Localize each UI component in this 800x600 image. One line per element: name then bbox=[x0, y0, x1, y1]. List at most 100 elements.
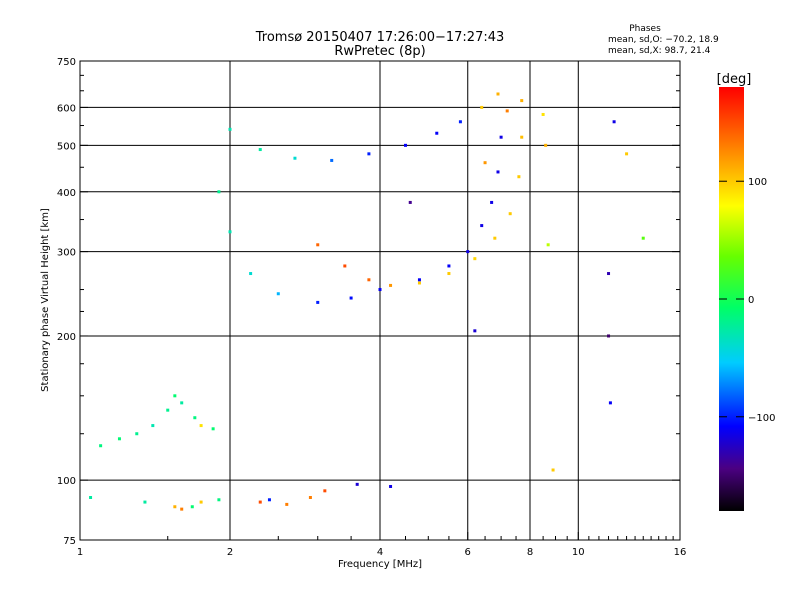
echo-point bbox=[258, 500, 262, 504]
echo-point bbox=[466, 250, 470, 254]
x-tick-label: 1 bbox=[77, 547, 83, 558]
echo-point bbox=[544, 143, 548, 147]
echo-point bbox=[541, 112, 545, 116]
stats-x-line: mean, sd,X: 98.7, 21.4 bbox=[608, 46, 711, 56]
echo-point bbox=[625, 152, 629, 156]
echo-point bbox=[473, 257, 477, 261]
colorbar-ticks: 100 0 −100 bbox=[719, 177, 775, 424]
echo-point bbox=[285, 502, 289, 506]
echo-point bbox=[316, 300, 320, 304]
echo-point bbox=[608, 401, 612, 405]
y-tick-label: 100 bbox=[57, 476, 76, 487]
echo-point bbox=[607, 272, 611, 276]
y-axis-label: Stationary phase Virtual Height [km] bbox=[40, 208, 51, 392]
echo-point bbox=[447, 272, 451, 276]
echo-point bbox=[458, 120, 462, 124]
echo-point bbox=[135, 432, 139, 436]
echo-point bbox=[480, 105, 484, 109]
x-tick-label: 4 bbox=[377, 547, 383, 558]
echo-point bbox=[520, 135, 524, 139]
echo-point bbox=[483, 161, 487, 165]
y-tick-label: 200 bbox=[57, 332, 76, 343]
echo-point bbox=[323, 489, 327, 493]
echo-point bbox=[199, 424, 203, 428]
echo-point bbox=[99, 444, 103, 448]
x-tick-label: 10 bbox=[572, 547, 585, 558]
echo-point bbox=[546, 243, 550, 247]
echo-point bbox=[417, 281, 421, 285]
echo-point bbox=[641, 236, 645, 240]
echo-point bbox=[447, 264, 451, 268]
echo-point bbox=[117, 437, 121, 441]
echo-point bbox=[408, 200, 412, 204]
echo-point bbox=[343, 264, 347, 268]
stats-heading: Phases bbox=[629, 24, 661, 34]
x-tick-label: 2 bbox=[227, 547, 233, 558]
y-tick-label: 75 bbox=[63, 536, 76, 547]
echo-point bbox=[293, 156, 297, 160]
x-tick-label: 16 bbox=[674, 547, 687, 558]
y-tick-label: 750 bbox=[57, 57, 76, 68]
echo-point bbox=[228, 127, 232, 131]
echo-point bbox=[173, 505, 177, 509]
echo-point bbox=[217, 498, 221, 502]
echo-point bbox=[496, 92, 500, 96]
echo-point bbox=[367, 278, 371, 282]
echo-point bbox=[378, 288, 382, 292]
echo-point bbox=[612, 120, 616, 124]
echo-point bbox=[389, 283, 393, 287]
echo-point bbox=[267, 498, 271, 502]
chart-subtitle: RwPretec (8p) bbox=[334, 44, 425, 59]
y-axis-ticks: 75 100 200 300 400 500 600 750 bbox=[57, 57, 680, 547]
echo-point bbox=[217, 190, 221, 194]
echo-point bbox=[180, 507, 184, 511]
echo-point bbox=[308, 495, 312, 499]
echo-point bbox=[211, 427, 215, 431]
echo-point bbox=[417, 278, 421, 282]
echo-point bbox=[316, 243, 320, 247]
echo-point bbox=[143, 500, 147, 504]
echo-points bbox=[89, 92, 645, 511]
x-axis-label: Frequency [MHz] bbox=[338, 559, 422, 570]
stats-o-line: mean, sd,O: −70.2, 18.9 bbox=[608, 35, 719, 45]
echo-point bbox=[473, 329, 477, 333]
echo-point bbox=[180, 401, 184, 405]
echo-point bbox=[403, 143, 407, 147]
y-tick-label: 400 bbox=[57, 188, 76, 199]
grid-lines bbox=[80, 61, 680, 540]
x-tick-label: 6 bbox=[465, 547, 471, 558]
echo-point bbox=[520, 99, 524, 103]
echo-point bbox=[89, 495, 93, 499]
echo-point bbox=[199, 500, 203, 504]
echo-point bbox=[505, 109, 509, 113]
echo-point bbox=[276, 292, 280, 296]
echo-point bbox=[330, 158, 334, 162]
echo-point bbox=[435, 131, 439, 135]
echo-point bbox=[228, 230, 232, 234]
y-tick-label: 600 bbox=[57, 103, 76, 114]
echo-point bbox=[367, 152, 371, 156]
echo-point bbox=[551, 468, 555, 472]
echo-point bbox=[173, 394, 177, 398]
colorbar-tick-label: −100 bbox=[748, 413, 775, 424]
y-tick-label: 300 bbox=[57, 248, 76, 259]
echo-point bbox=[349, 296, 353, 300]
y-tick-label: 500 bbox=[57, 141, 76, 152]
echo-point bbox=[607, 334, 611, 338]
colorbar-tick-label: 0 bbox=[748, 295, 754, 306]
echo-point bbox=[508, 212, 512, 216]
echo-point bbox=[389, 484, 393, 488]
chart-title: Tromsø 20150407 17:26:00−17:27:43 bbox=[255, 30, 505, 45]
colorbar-tick-label: 100 bbox=[748, 177, 767, 188]
echo-point bbox=[517, 175, 521, 179]
echo-point bbox=[151, 424, 155, 428]
echo-point bbox=[166, 408, 170, 412]
echo-point bbox=[355, 482, 359, 486]
echo-point bbox=[499, 135, 503, 139]
echo-point bbox=[258, 148, 262, 152]
echo-point bbox=[490, 200, 494, 204]
echo-point bbox=[193, 416, 197, 420]
echo-point bbox=[493, 236, 497, 240]
x-axis-ticks: 1 2 4 6 8 10 16 bbox=[77, 532, 687, 558]
